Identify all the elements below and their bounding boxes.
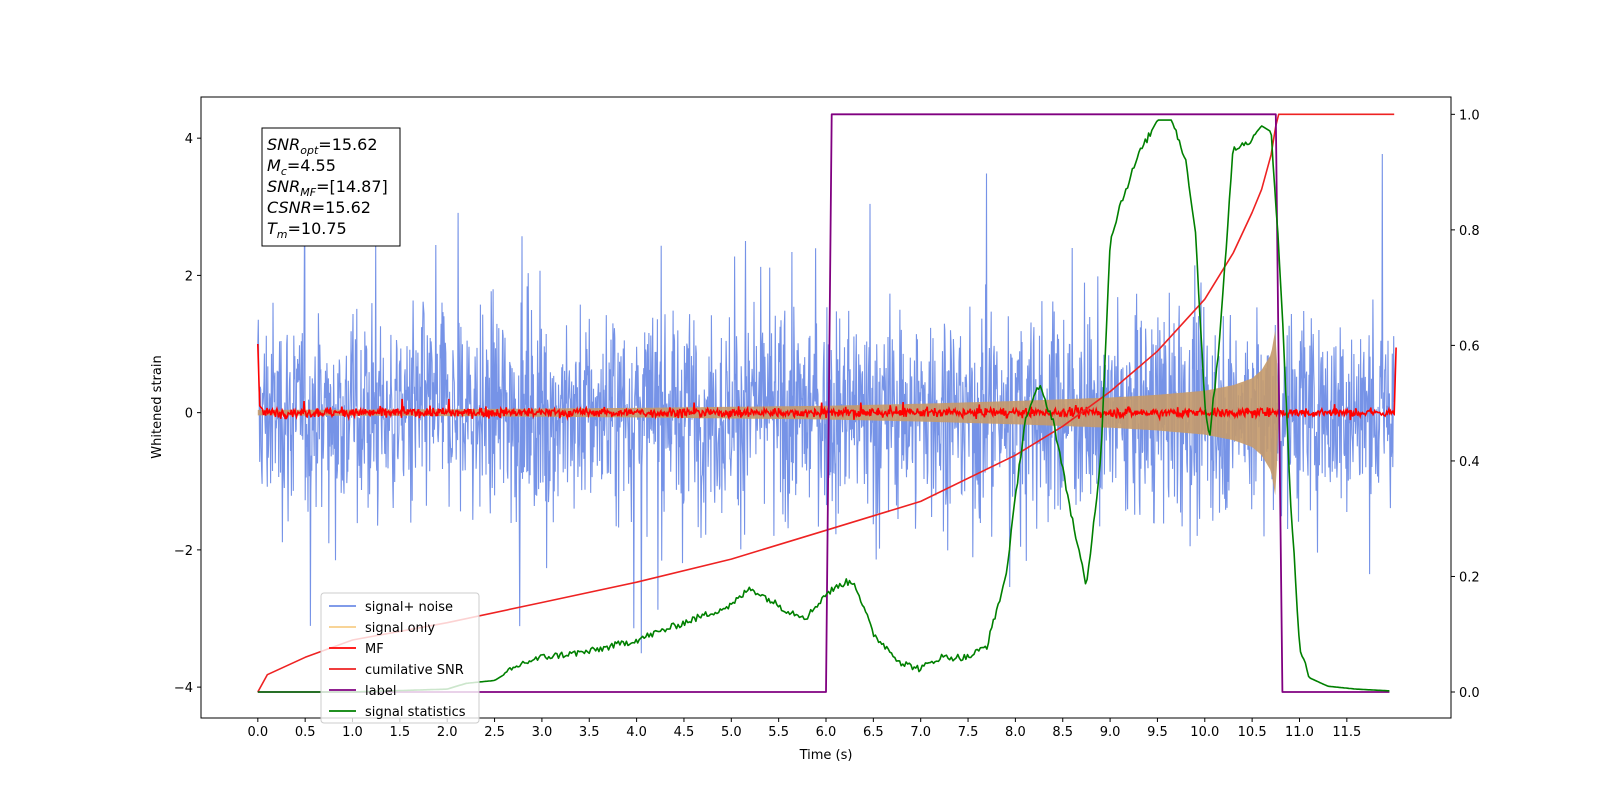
legend-label: MF	[365, 642, 384, 657]
x-tick-label: 7.0	[910, 725, 931, 740]
x-tick-label: 6.0	[816, 725, 837, 740]
axes-layer: 0.0 0.5 1.0 1.5 2.0 2.5 3.0 3.5 4.0 4.5 5.0 5.5 6.0 6…	[174, 108, 1480, 740]
x-tick-label: 7.5	[958, 725, 979, 740]
y2-tick-label: 0.6	[1459, 339, 1480, 354]
legend: signal+ noise signal only MF cumilative SNR…	[320, 592, 480, 724]
y2-tick-label: 0.2	[1459, 570, 1480, 585]
y2-tick-label: 0.8	[1459, 224, 1480, 239]
legend-entry: signal statistics	[329, 705, 466, 720]
x-tick-label: 1.5	[390, 725, 411, 740]
x-tick-label: 2.5	[484, 725, 505, 740]
legend-label: signal+ noise	[365, 600, 453, 615]
x-tick-label: 3.5	[579, 725, 600, 740]
annotation-frame	[261, 127, 401, 247]
legend-frame	[320, 592, 480, 724]
annotation-line: SNRopt=15.62	[267, 135, 378, 157]
x-tick-label: 4.5	[674, 725, 695, 740]
legend-entry: signal+ noise	[329, 600, 453, 615]
x-tick-label: 2.0	[437, 725, 458, 740]
y-tick-label: −2	[174, 544, 193, 559]
x-tick-label: 1.0	[342, 725, 363, 740]
x-tick-label: 0.0	[247, 725, 268, 740]
y2-tick-label: 0.4	[1459, 455, 1480, 470]
x-tick-label: 5.0	[721, 725, 742, 740]
legend-entry: signal only	[329, 621, 435, 636]
legend-label: label	[365, 684, 396, 699]
legend-label: cumilative SNR	[365, 663, 464, 678]
legend-entry: cumilative SNR	[329, 663, 464, 678]
x-tick-label: 9.5	[1147, 725, 1168, 740]
legend-label: signal only	[365, 621, 435, 636]
annotation-box: SNRopt=15.62Mc=4.55SNRMF=[14.87]CSNR=15.…	[261, 127, 401, 247]
x-tick-label: 10.5	[1238, 725, 1267, 740]
y-tick-label: −4	[174, 681, 193, 696]
legend-entry: MF	[329, 642, 384, 657]
x-tick-label: 11.5	[1332, 725, 1361, 740]
series-signal-noise	[257, 153, 1395, 654]
legend-label: signal statistics	[365, 705, 466, 720]
y-axis-label: Whitened strain	[150, 355, 165, 458]
y-tick-label: 0	[185, 407, 193, 422]
x-tick-label: 10.0	[1190, 725, 1219, 740]
x-tick-label: 0.5	[295, 725, 316, 740]
x-tick-label: 6.5	[863, 725, 884, 740]
annotation-line: Tm=10.75	[267, 219, 347, 241]
x-tick-label: 4.0	[626, 725, 647, 740]
y2-tick-label: 1.0	[1459, 108, 1480, 123]
y-tick-label: 2	[185, 269, 193, 284]
x-axis-label: Time (s)	[799, 748, 853, 763]
x-tick-label: 5.5	[768, 725, 789, 740]
y-tick-label: 4	[185, 132, 193, 147]
annotation-line: CSNR=15.62	[267, 198, 371, 217]
annotation-line: SNRMF=[14.87]	[267, 177, 388, 199]
x-tick-label: 3.0	[532, 725, 553, 740]
series-label	[257, 113, 1390, 693]
annotation-line: Mc=4.55	[267, 156, 336, 178]
x-tick-label: 8.5	[1052, 725, 1073, 740]
legend-entry: label	[329, 684, 396, 699]
x-tick-label: 11.0	[1285, 725, 1314, 740]
x-tick-label: 9.0	[1100, 725, 1121, 740]
y2-tick-label: 0.0	[1459, 686, 1480, 701]
x-tick-label: 8.0	[1005, 725, 1026, 740]
